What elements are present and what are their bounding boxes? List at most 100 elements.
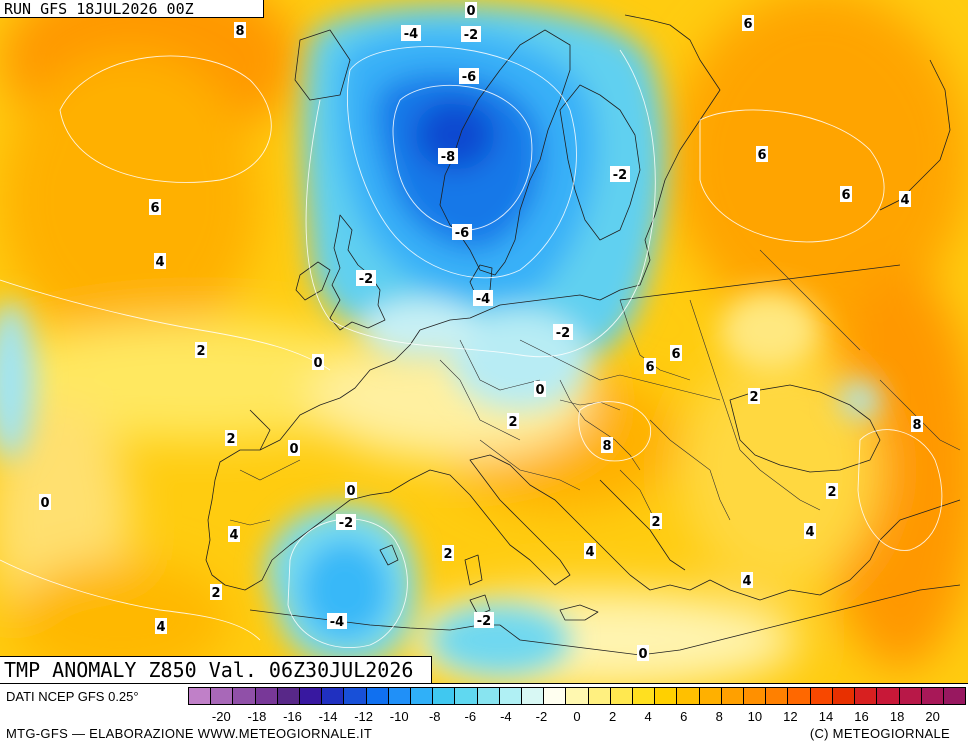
color-scale-tick: -12 — [354, 709, 373, 724]
color-scale-tick: 18 — [889, 709, 905, 724]
contour-label: 8 — [912, 418, 921, 433]
contour-label-bg — [637, 645, 649, 661]
color-scale-cell — [388, 688, 412, 704]
contour-label: 0 — [313, 356, 322, 371]
contour-label: -2 — [464, 28, 478, 43]
color-scale-tick: -18 — [247, 709, 267, 724]
contour-label-bg — [312, 354, 324, 370]
color-scale-cell — [366, 688, 389, 704]
contour-label-bg — [553, 324, 573, 340]
color-scale-cell — [677, 688, 700, 704]
contour-label: 2 — [827, 485, 836, 500]
contour-label: 8 — [235, 24, 244, 39]
contour-label: -4 — [330, 615, 344, 630]
color-scale-cell — [433, 688, 456, 704]
contour-label: 0 — [40, 496, 49, 511]
temperature-anomaly-map: 0 -4 -2 8 6 -6 -8 6 -2 6 4 6 -6 4 -2 -4 -2 2 6 0 6 0 2 2 8 2 8 0 0 2 0… — [0, 0, 968, 683]
color-scale-cell — [322, 688, 345, 704]
contour-label: 0 — [346, 484, 355, 499]
contour-label-bg — [356, 270, 376, 286]
color-scale-cell — [766, 688, 789, 704]
contour-label-bg — [670, 345, 682, 361]
contour-label-bg — [327, 613, 347, 629]
color-scale-cell — [300, 688, 323, 704]
color-scale-tick: -10 — [389, 709, 409, 724]
color-scale-tick: 4 — [644, 709, 652, 724]
contour-label-bg — [840, 186, 852, 202]
color-scale-cell — [610, 688, 634, 704]
color-scale-tick: -4 — [500, 709, 512, 724]
contour-label: 0 — [535, 383, 544, 398]
color-scale-cell — [855, 688, 878, 704]
contour-label-bg — [473, 290, 493, 306]
color-scale-tick: 20 — [925, 709, 940, 724]
color-scale-tick: 14 — [818, 709, 834, 724]
contour-label-bg — [401, 25, 421, 41]
color-scale-cell — [721, 688, 745, 704]
contour-label: 2 — [749, 390, 758, 405]
color-scale-tick: 0 — [573, 709, 581, 724]
contour-label: 4 — [156, 620, 165, 635]
contour-lines — [0, 46, 943, 649]
color-scale-ticks: -20 -18 -16 -14 -12 -10 -8 -6 -4 -2 0 2 4 6 8 10 12 14 16 1… — [188, 709, 966, 725]
contour-label: -2 — [359, 272, 373, 287]
contour-label: 4 — [229, 528, 238, 543]
color-scale-cell — [788, 688, 811, 704]
contour-label: 6 — [150, 201, 159, 216]
color-scale-cell — [810, 688, 833, 704]
contour-label-bg — [225, 430, 237, 446]
color-scale-cell — [744, 688, 767, 704]
color-scale-cell — [633, 688, 656, 704]
contour-label: 6 — [743, 17, 752, 32]
contour-label-bg — [748, 388, 760, 404]
color-scale-tick: 10 — [747, 709, 763, 724]
color-scale-tick: 2 — [608, 709, 617, 724]
contour-label-bg — [465, 2, 477, 18]
run-info: RUN GFS 18JUL2026 00Z — [0, 0, 264, 18]
contour-label-bg — [438, 148, 458, 164]
contour-label: 0 — [289, 442, 298, 457]
contour-label: 2 — [226, 432, 235, 447]
contour-label: 2 — [443, 547, 452, 562]
color-scale-tick: -6 — [464, 709, 477, 724]
color-scale-cell — [588, 688, 611, 704]
contour-label: -2 — [556, 326, 570, 341]
color-scale-cell — [411, 688, 434, 704]
credit-right: (C) METEOGIORNALE — [809, 726, 950, 741]
contour-label: -2 — [339, 516, 353, 531]
color-scale-cell — [344, 688, 367, 704]
color-scale-tick: -20 — [211, 709, 231, 724]
contour-label-bg — [195, 342, 207, 358]
contour-label-bg — [461, 26, 481, 42]
color-scale-cell — [522, 688, 545, 704]
contour-label-bg — [911, 416, 923, 432]
contour-label-bg — [459, 68, 479, 84]
contour-label: -8 — [441, 150, 455, 165]
color-scale-tick: 16 — [854, 709, 869, 724]
contour-label-bg — [154, 253, 166, 269]
product-title: TMP ANOMALY Z850 Val. 06Z30JUL2026 — [0, 656, 432, 683]
contour-label-bg — [155, 618, 167, 634]
contour-label-bg — [288, 440, 300, 456]
contour-label-bg — [584, 543, 596, 559]
contour-label-bg — [741, 572, 753, 588]
contour-label: 6 — [645, 360, 654, 375]
contour-label-bg — [442, 545, 454, 561]
contour-label: 6 — [757, 148, 766, 163]
color-scale-cell — [233, 688, 256, 704]
color-scale-cell — [566, 688, 589, 704]
legend-panel: DATI NCEP GFS 0.25° -20 -18 -16 -14 -12 -10 -8… — [0, 683, 968, 746]
contour-label: -6 — [462, 70, 476, 85]
color-scale-bar — [188, 687, 966, 705]
borders — [229, 249, 961, 531]
contour-label-bg — [507, 413, 519, 429]
data-source-label: DATI NCEP GFS 0.25° — [6, 689, 139, 704]
contour-label-bg — [452, 224, 472, 240]
color-scale-cell — [189, 688, 212, 704]
contour-label: 4 — [585, 545, 594, 560]
contour-label-bg — [234, 22, 246, 38]
contour-label-bg — [149, 199, 161, 215]
contour-label-bg — [601, 437, 613, 453]
color-scale-tick: -16 — [283, 709, 302, 724]
